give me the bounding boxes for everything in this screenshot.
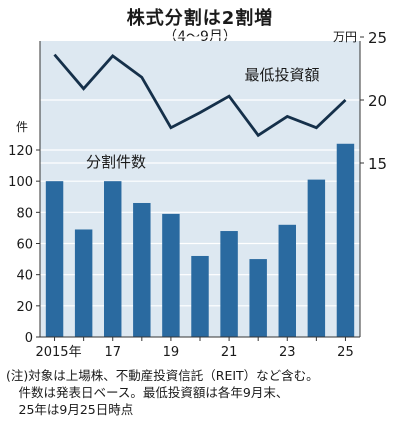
bar-2022 <box>249 259 267 337</box>
bar-2019 <box>162 213 180 337</box>
bar-2017 <box>104 181 122 337</box>
x-tick-label: 17 <box>104 345 121 360</box>
bar-2016 <box>74 229 93 337</box>
bar-2023 <box>278 224 296 337</box>
bar-series <box>45 143 355 337</box>
left-axis-unit: 件 <box>16 120 28 134</box>
left-tick-label: 60 <box>16 238 33 253</box>
chart-title: 株式分割は2割増 <box>126 8 274 29</box>
right-axis-unit: 万円 <box>333 30 357 44</box>
left-tick-label: 0 <box>25 331 33 346</box>
x-tick-label: 21 <box>221 345 238 360</box>
bar-2018 <box>133 202 151 337</box>
footnote-line-2: 件数は発表日ベース。最低投資額は各年9月末、 <box>6 385 289 400</box>
bar-2020 <box>191 255 209 337</box>
axes <box>36 36 364 341</box>
gridlines <box>40 36 360 307</box>
right-tick-label: 25 <box>368 29 387 47</box>
bar-2025 <box>336 143 355 337</box>
right-tick-label: 15 <box>368 155 387 173</box>
bar-2015 <box>45 181 64 337</box>
right-tick-label: 20 <box>368 92 387 110</box>
left-tick-label: 40 <box>16 269 33 284</box>
footnote-line-3: 25年は9月25日時点 <box>6 402 134 417</box>
bar-2024 <box>307 179 326 337</box>
left-tick-label: 20 <box>16 300 33 315</box>
x-tick-label: 19 <box>163 345 180 360</box>
labels: 0 20 40 60 80 100 120 15 20 25 2015年 17 19 21 23 25 件 万円最… <box>8 29 387 360</box>
bar-2021 <box>220 231 238 337</box>
footnote-line-1: (注)対象は上場株、不動産投資信託（REIT）など含む。 <box>6 368 319 383</box>
x-tick-label: 2015年 <box>35 345 81 360</box>
left-tick-label: 120 <box>8 144 33 159</box>
x-tick-label: 23 <box>279 345 296 360</box>
left-tick-label: 100 <box>8 175 33 190</box>
line-series-label: 最低投資額 <box>244 66 319 84</box>
line-series <box>53 53 347 138</box>
bar-series-label: 分割件数 <box>86 153 146 171</box>
left-tick-label: 80 <box>16 206 33 221</box>
x-tick-label: 25 <box>337 345 354 360</box>
